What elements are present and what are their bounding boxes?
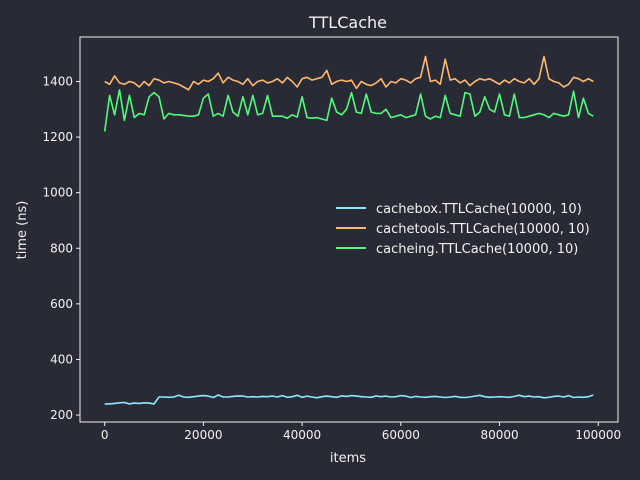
legend-label-2: cacheing.TTLCache(10000, 10)	[376, 242, 578, 257]
x-tick-label: 40000	[283, 428, 321, 442]
y-tick-label: 1000	[42, 186, 73, 200]
series-line-2	[103, 89, 594, 132]
x-tick-label: 0	[101, 428, 109, 442]
y-tick-label: 1400	[42, 74, 73, 88]
axis-ticks: 0 20000 40000 60000 80000 100000 200 400 600 800 1…	[42, 74, 621, 442]
series-line-1	[104, 55, 594, 91]
x-tick-label: 100000	[575, 428, 621, 442]
legend: cachebox.TTLCache(10000, 10) cachetools.T…	[336, 202, 590, 257]
series-line-0	[104, 394, 594, 405]
chart-title: TTLCache	[308, 13, 387, 32]
y-axis-label: time (ns)	[15, 201, 30, 260]
x-tick-label: 80000	[480, 428, 518, 442]
plot-area	[79, 36, 619, 423]
y-tick-label: 400	[50, 352, 73, 366]
y-tick-label: 800	[50, 241, 73, 255]
series-lines	[103, 55, 594, 405]
y-tick-label: 600	[50, 297, 73, 311]
x-tick-label: 20000	[184, 428, 222, 442]
x-tick-label: 60000	[382, 428, 420, 442]
legend-label-1: cachetools.TTLCache(10000, 10)	[376, 222, 590, 237]
y-tick-label: 1200	[42, 130, 73, 144]
y-tick-label: 200	[50, 408, 73, 422]
x-axis-label: items	[330, 451, 366, 466]
legend-label-0: cachebox.TTLCache(10000, 10)	[376, 202, 582, 217]
